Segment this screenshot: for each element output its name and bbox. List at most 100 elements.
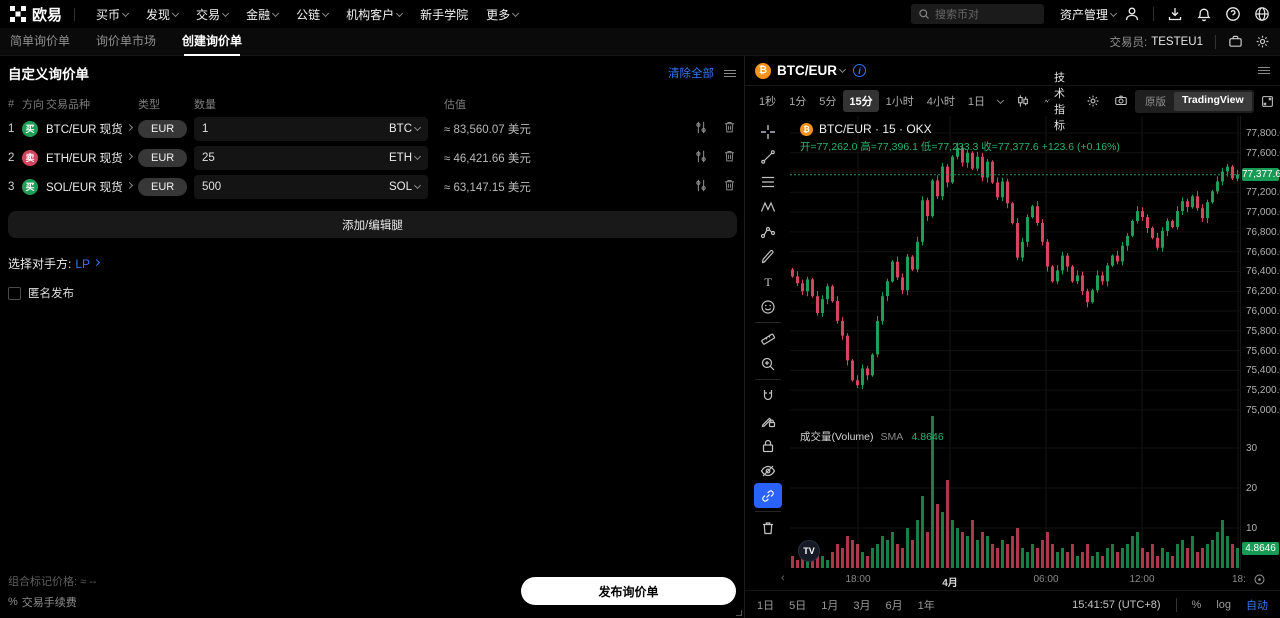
menu-item-交易[interactable]: 交易 [187, 6, 237, 23]
chart-menu-icon[interactable] [1258, 65, 1270, 76]
depth-link-icon[interactable] [694, 149, 708, 167]
timeframe-1日[interactable]: 1日 [967, 96, 985, 108]
type-pill[interactable]: EUR [138, 148, 188, 167]
auto-scale-button[interactable]: 自动 [1246, 599, 1268, 612]
menu-item-更多[interactable]: 更多 [477, 6, 527, 23]
tab-询价单市场[interactable]: 询价单市场 [96, 33, 157, 48]
crosshair-tool-icon[interactable] [754, 119, 782, 144]
menu-item-买币[interactable]: 买币 [87, 6, 137, 23]
xabcd-pattern-tool-icon[interactable] [754, 194, 782, 219]
crosshair-target-icon[interactable] [1253, 573, 1266, 586]
instrument-selector[interactable]: ETH/EUR 现货 [46, 150, 138, 166]
trendline-tool-icon[interactable] [754, 144, 782, 169]
timeframe-more[interactable] [992, 95, 1009, 108]
indicators-button[interactable]: 技术指标 [1038, 69, 1079, 133]
tradingview-mode-tab[interactable]: TradingView [1174, 91, 1252, 111]
symbol-selector[interactable]: BTC/EUR [777, 63, 847, 78]
volume-tick: 20 [1246, 483, 1258, 494]
language-globe-icon[interactable] [1254, 6, 1270, 22]
resize-handle[interactable] [736, 610, 742, 616]
briefcase-icon[interactable] [1228, 34, 1243, 49]
delete-leg-trash-icon[interactable] [723, 120, 736, 138]
panel-menu-icon[interactable] [724, 68, 736, 79]
assets-menu[interactable]: 资产管理 [1060, 6, 1118, 23]
percent-scale-button[interactable]: % [1191, 598, 1202, 611]
counterparty-value-link[interactable]: LP [75, 257, 101, 271]
instrument-selector[interactable]: SOL/EUR 现货 [46, 179, 138, 195]
search-input[interactable]: 搜索币对 [910, 4, 1044, 24]
submit-rfq-button[interactable]: 发布询价单 [521, 577, 736, 605]
menu-item-公链[interactable]: 公链 [287, 6, 337, 23]
native-mode-tab[interactable]: 原版 [1145, 95, 1166, 108]
download-icon[interactable] [1167, 6, 1183, 22]
timeframe-5分[interactable]: 5分 [819, 96, 837, 108]
user-icon[interactable] [1124, 6, 1140, 22]
tab-创建询价单[interactable]: 创建询价单 [182, 28, 242, 56]
zoom-in-tool-icon[interactable] [754, 351, 782, 376]
log-scale-button[interactable]: log [1216, 598, 1231, 611]
price-chart[interactable] [790, 116, 1240, 570]
clock[interactable]: 15:41:57 (UTC+8) [1072, 598, 1161, 611]
timeframe-4小时[interactable]: 4小时 [926, 96, 955, 108]
menu-item-机构客户[interactable]: 机构客户 [337, 6, 411, 23]
link-sync-tool-icon[interactable] [753, 483, 782, 508]
fullscreen-expand-icon[interactable] [1255, 95, 1280, 108]
price-axis[interactable]: 77,800.0 77,600.0 77,200.0 77,000.0 76,800.0… [1240, 116, 1280, 570]
menu-item-金融[interactable]: 金融 [237, 6, 287, 23]
menu-item-发现[interactable]: 发现 [137, 6, 187, 23]
clear-all-link[interactable]: 清除全部 [668, 68, 714, 80]
timeframe-1分[interactable]: 1分 [789, 96, 807, 108]
time-tick: 18: [1232, 574, 1246, 585]
emoji-tool-icon[interactable] [754, 294, 782, 319]
delete-leg-trash-icon[interactable] [723, 149, 736, 167]
timeframe-1小时[interactable]: 1小时 [885, 96, 914, 108]
chart-canvas-area[interactable]: ₿ BTC/EUR · 15 · OKX 开=77,262.0 高=77,396… [790, 116, 1240, 570]
notifications-bell-icon[interactable] [1196, 6, 1212, 22]
tradingview-logo[interactable]: TV [798, 540, 820, 562]
candle-style-icon[interactable] [1010, 94, 1036, 108]
info-icon[interactable]: i [853, 64, 866, 77]
timeframe-15分[interactable]: 15分 [843, 90, 879, 112]
ruler-tool-icon[interactable] [754, 326, 782, 351]
hide-all-eye-tool-icon[interactable] [754, 458, 782, 483]
range-1年[interactable]: 1年 [917, 599, 935, 612]
anonymous-checkbox[interactable] [8, 286, 21, 300]
type-pill[interactable]: EUR [138, 119, 188, 138]
range-1日[interactable]: 1日 [757, 599, 775, 612]
delete-leg-trash-icon[interactable] [723, 178, 736, 196]
help-icon[interactable] [1225, 6, 1241, 22]
range-5日[interactable]: 5日 [789, 599, 807, 612]
unit-selector[interactable]: SOL [389, 181, 422, 193]
amount-input[interactable]: 500 SOL [194, 174, 428, 199]
remove-drawings-trash-icon[interactable] [754, 515, 782, 540]
range-1月[interactable]: 1月 [821, 599, 839, 612]
text-tool-icon[interactable]: T [754, 269, 782, 294]
add-edit-legs-button[interactable]: 添加/编辑腿 [8, 211, 737, 238]
settings-gear-icon[interactable] [1255, 34, 1270, 49]
time-axis[interactable]: ‹ 18:00 4月 06:00 12:00 18: [745, 570, 1280, 590]
okx-logo[interactable]: 欧易 [10, 4, 62, 25]
anonymous-checkbox-row[interactable]: 匿名发布 [0, 285, 744, 301]
fib-retracement-tool-icon[interactable] [754, 169, 782, 194]
magnet-tool-icon[interactable] [754, 383, 782, 408]
unit-selector[interactable]: ETH [389, 152, 422, 164]
amount-input[interactable]: 25 ETH [194, 145, 428, 170]
screenshot-camera-icon[interactable] [1108, 94, 1134, 108]
menu-item-新手学院[interactable]: 新手学院 [411, 6, 477, 23]
type-pill[interactable]: EUR [138, 177, 188, 196]
instrument-selector[interactable]: BTC/EUR 现货 [46, 121, 138, 137]
amount-input[interactable]: 1 BTC [194, 116, 428, 141]
drawing-lock-tool-icon[interactable] [754, 408, 782, 433]
tab-简单询价单[interactable]: 简单询价单 [10, 33, 71, 48]
range-6月[interactable]: 6月 [885, 599, 903, 612]
range-3月[interactable]: 3月 [853, 599, 871, 612]
forecast-tool-icon[interactable] [754, 219, 782, 244]
lock-all-tool-icon[interactable] [754, 433, 782, 458]
depth-link-icon[interactable] [694, 178, 708, 196]
indicator-settings-gear-icon[interactable] [1080, 94, 1106, 108]
timeframe-1秒[interactable]: 1秒 [759, 96, 777, 108]
unit-selector[interactable]: BTC [389, 123, 422, 135]
brush-tool-icon[interactable] [754, 244, 782, 269]
scroll-left-arrow-icon[interactable]: ‹ [781, 572, 785, 584]
depth-link-icon[interactable] [694, 120, 708, 138]
